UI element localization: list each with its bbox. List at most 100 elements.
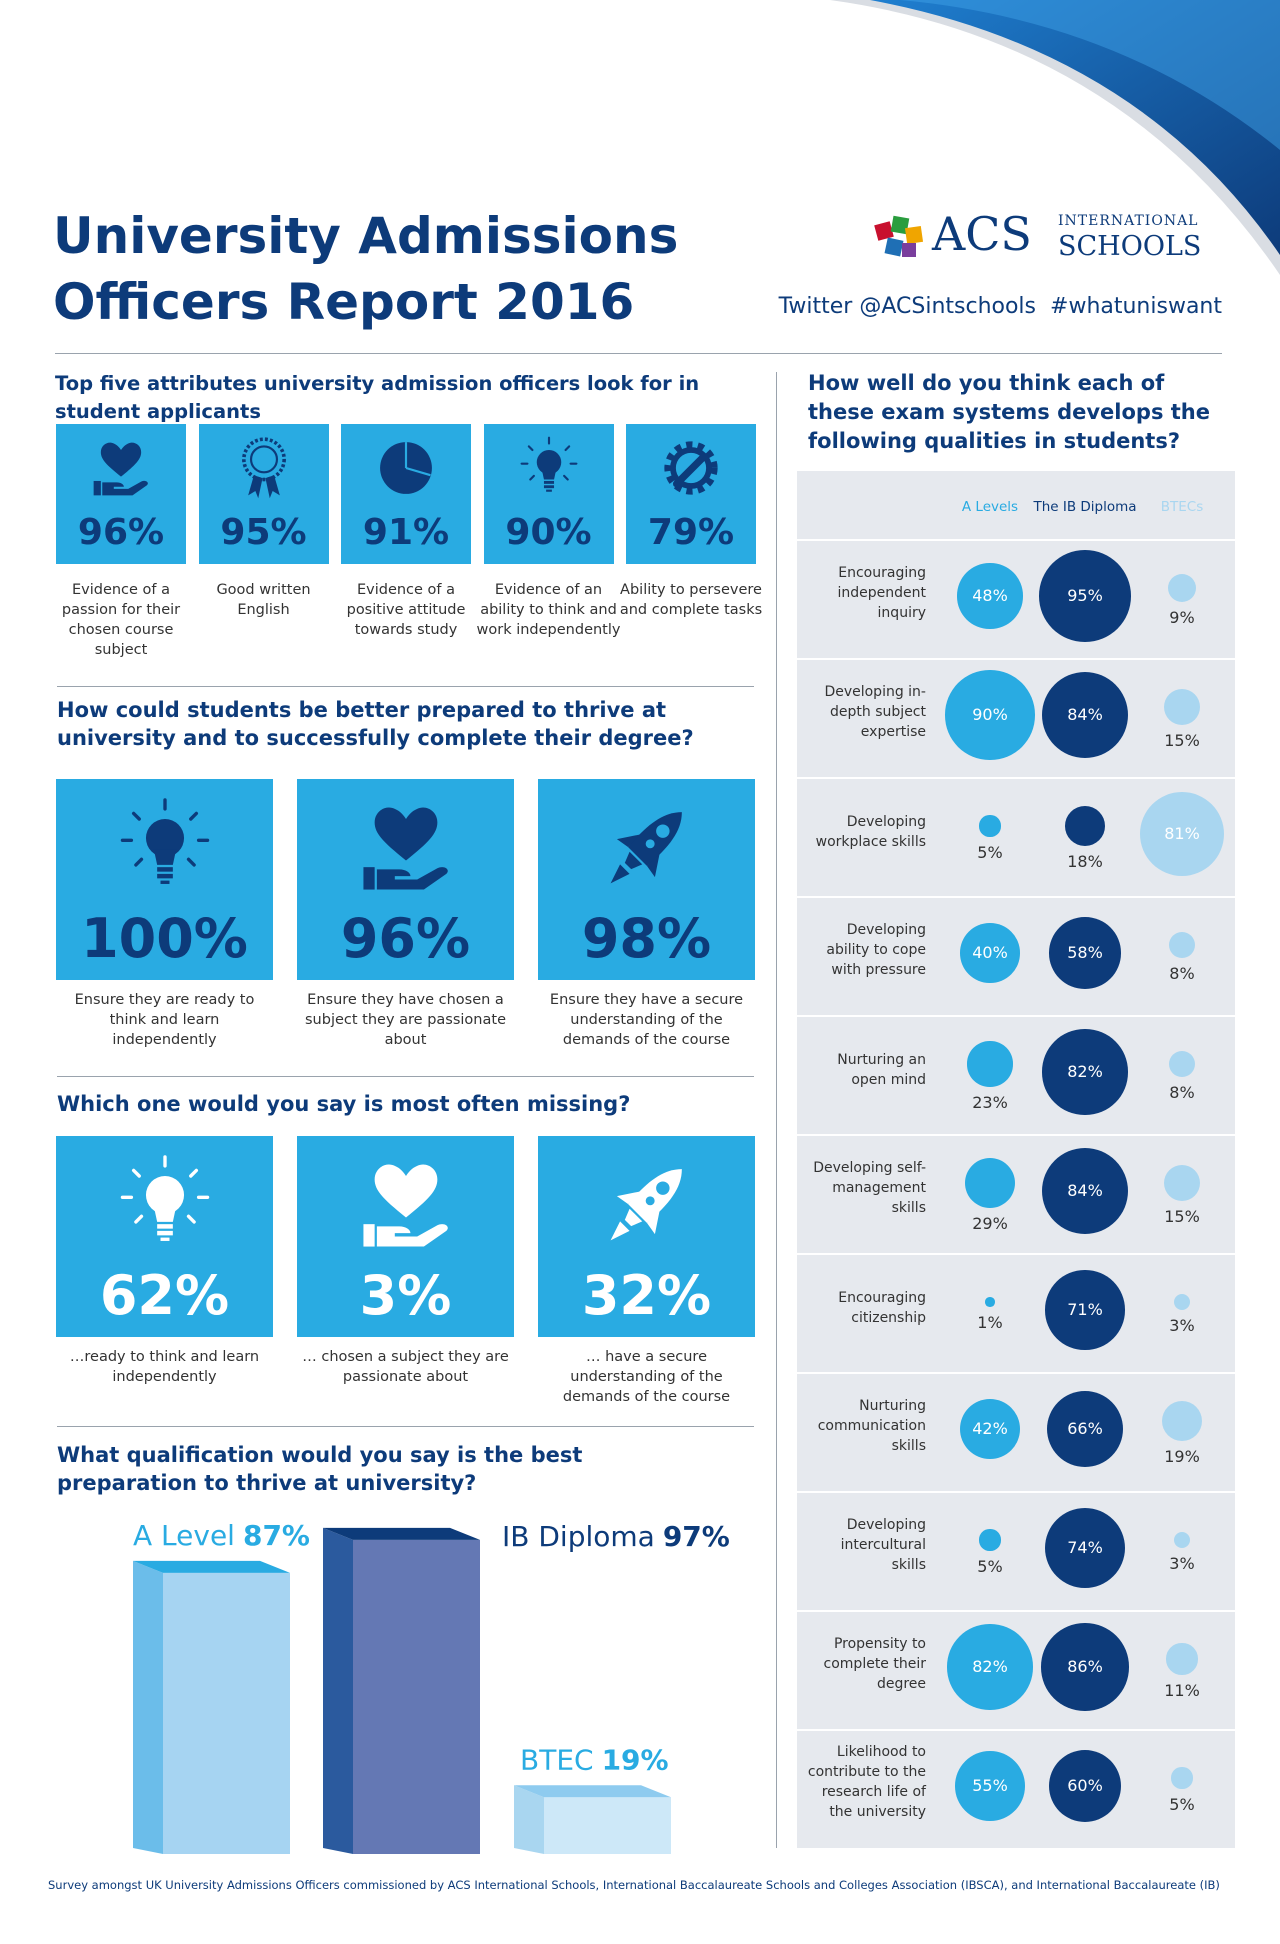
- bubble-label: 86%: [1067, 1657, 1103, 1676]
- icon-shape: [591, 1150, 700, 1259]
- bubble-label: 82%: [972, 1657, 1008, 1676]
- row-divider: [797, 539, 1235, 541]
- icon: [655, 432, 727, 504]
- preparation-caption: Ensure they have a secure understanding …: [549, 992, 744, 1048]
- bar-side: [133, 1560, 163, 1854]
- legend-item: A Levels: [961, 499, 1019, 515]
- attribute-tile: 91%: [341, 424, 471, 564]
- title: University Admissions Officers Report 20…: [53, 203, 678, 335]
- attribute-caption: Ability to persevere and complete tasks: [619, 582, 763, 618]
- icon-shape: [669, 446, 712, 489]
- bubble-label: 9%: [1169, 608, 1195, 628]
- bubble: [1168, 1050, 1196, 1078]
- bubble-label: 19%: [1164, 1447, 1200, 1467]
- attribute-caption: Evidence of an ability to think and work…: [476, 582, 621, 638]
- bubble-label: 60%: [1067, 1776, 1103, 1795]
- twitter-handle: Twitter @ACSintschools: [778, 294, 1037, 319]
- row-label: Encouraging citizenship: [838, 1290, 926, 1326]
- title-line: University Admissions: [53, 207, 679, 265]
- bubble: [1045, 1270, 1125, 1350]
- bar-value: 19%: [602, 1743, 669, 1776]
- bubble-label: 3%: [1169, 1316, 1195, 1336]
- bubble-label: 29%: [972, 1214, 1008, 1234]
- preparation-tile: 100%: [56, 779, 273, 980]
- bubble: [1171, 1767, 1193, 1789]
- icon: [109, 1148, 221, 1260]
- bubble: [979, 1529, 1001, 1551]
- bar: [163, 1572, 290, 1854]
- preparation-caption: Ensure they have chosen a subject they a…: [305, 992, 506, 1048]
- bubble-label: 3%: [1169, 1554, 1195, 1574]
- logo-tile: [874, 221, 894, 241]
- row-divider: [797, 1610, 1235, 1612]
- bubble: [1163, 688, 1201, 726]
- bubble-label: 74%: [1067, 1538, 1103, 1557]
- bubble: [1173, 1531, 1191, 1549]
- attribute-caption: Good written English: [216, 582, 311, 618]
- icon-shape: [94, 443, 148, 496]
- attribute-tile: 90%: [483, 424, 614, 564]
- icon: [513, 432, 585, 504]
- bubble: [985, 1297, 995, 1307]
- bubble: [967, 1041, 1013, 1087]
- bar-name: IB Diploma: [502, 1520, 655, 1553]
- legend-item: BTECs: [1160, 499, 1204, 515]
- row-divider: [797, 1134, 1235, 1136]
- logo-tile: [884, 237, 904, 257]
- row-label: Developing ability to cope with pressure: [826, 922, 926, 978]
- missing-tile: 3%: [297, 1136, 514, 1337]
- preparation-percent: 100%: [81, 907, 248, 970]
- section-heading: What qualification would you say is the …: [57, 1443, 583, 1495]
- row-label: Developing intercultural skills: [840, 1517, 926, 1573]
- missing-tile: 62%: [56, 1136, 273, 1337]
- icon: [591, 1148, 703, 1260]
- bubble: [1167, 573, 1197, 603]
- bubble: [955, 1751, 1025, 1821]
- icon-shape: [122, 800, 207, 884]
- icon: [350, 1148, 462, 1260]
- bubble: [1139, 791, 1225, 877]
- row-divider: [797, 777, 1235, 779]
- logo-tile: [902, 243, 916, 257]
- bubble: [1173, 1293, 1191, 1311]
- hashtag: #whatuniswant: [1050, 294, 1222, 319]
- bubble-label: 15%: [1164, 731, 1200, 751]
- bubble-label: 5%: [977, 1556, 1003, 1576]
- bar-label: IB Diploma 97%: [502, 1520, 730, 1553]
- bubble-label: 95%: [1067, 586, 1103, 605]
- bubble: [1039, 550, 1131, 642]
- section-rule: [57, 1426, 754, 1427]
- icon: [350, 791, 462, 903]
- bar: [544, 1797, 671, 1854]
- row-label: Likelihood to contribute to the research…: [807, 1744, 926, 1820]
- bubble: [1049, 917, 1121, 989]
- bar-top: [323, 1527, 480, 1540]
- swoosh-light: [900, 0, 1280, 150]
- preparation-tile: 98%: [538, 779, 755, 980]
- section-heading: How could students be better prepared to…: [57, 698, 694, 750]
- title-line: Officers Report 2016: [53, 273, 635, 331]
- row-divider: [797, 1491, 1235, 1493]
- row-divider: [797, 1015, 1235, 1017]
- bubble: [1041, 1147, 1129, 1235]
- row-divider: [797, 1253, 1235, 1255]
- logo-mark: [874, 215, 924, 257]
- icon-shape: [591, 793, 700, 902]
- bar-top: [133, 1560, 290, 1573]
- bubble: [960, 923, 1020, 983]
- bubble: [959, 1398, 1021, 1460]
- preparation-caption: Ensure they are ready to think and learn…: [74, 992, 255, 1048]
- bubble-label: 82%: [1067, 1062, 1103, 1081]
- attribute-percent: 96%: [77, 512, 165, 553]
- row-divider: [797, 896, 1235, 898]
- bubble: [1044, 1507, 1126, 1589]
- bubble: [1065, 806, 1105, 846]
- bubble: [1161, 1400, 1203, 1442]
- bubble: [1042, 1029, 1128, 1115]
- attribute-percent: 91%: [362, 512, 450, 553]
- icon: [228, 432, 300, 504]
- bubble-label: 5%: [977, 842, 1003, 862]
- bubble-label: 42%: [972, 1419, 1008, 1438]
- icon-shape: [380, 442, 432, 494]
- bubble: [947, 1624, 1033, 1710]
